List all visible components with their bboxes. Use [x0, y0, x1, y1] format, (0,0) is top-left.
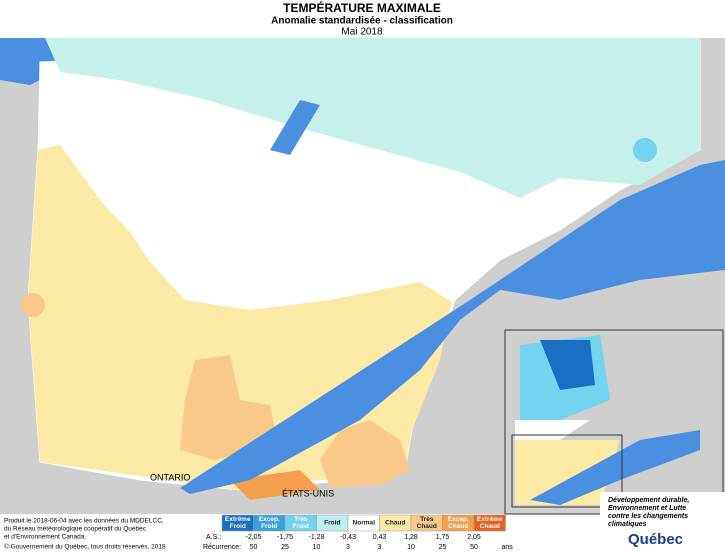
logo-line: contre les changements: [608, 513, 688, 520]
legend-recurrence: 50: [470, 544, 478, 551]
title: TEMPÉRATURE MAXIMALE: [283, 0, 441, 15]
logo: Développement durable,Environnement et L…: [600, 492, 725, 552]
legend-recurrence: 10: [313, 544, 321, 551]
legend-unit: ans: [502, 544, 514, 551]
legend-class: Excep.: [259, 516, 280, 523]
legend-class: Chaud: [417, 523, 437, 530]
logo-line: Environnement et Lutte: [608, 505, 686, 512]
logo-name: Québec: [628, 531, 683, 548]
date: Mai 2018: [341, 27, 383, 38]
legend-recurrence: 25: [281, 544, 289, 551]
legend-recurrence: 3: [378, 544, 382, 551]
legend-class: Normal: [353, 520, 376, 527]
legend-swatch: [473, 514, 506, 532]
legend-threshold: -2,05: [246, 534, 262, 541]
zone-tres-chaud: [180, 355, 275, 460]
legend-class: Extrême: [477, 516, 503, 523]
subtitle: Anomalie standardisée - classification: [271, 16, 453, 27]
legend-class: Chaud: [480, 523, 500, 530]
lake: [270, 100, 320, 155]
inset-map: [504, 329, 724, 515]
legend-class: Froid: [261, 523, 277, 530]
legend-threshold: -0,43: [340, 534, 356, 541]
legend-class: Excep.: [448, 516, 469, 523]
copyright: © Gouvernement du Québec, tous droits ré…: [4, 543, 166, 551]
legend-class: Très: [294, 516, 308, 523]
credit-line: Produit le 2018-06-04 avec les données d…: [4, 518, 164, 525]
legend-recurrence: 3: [346, 544, 350, 551]
legend-recurrence: 25: [439, 544, 447, 551]
lake: [633, 138, 657, 162]
legend-class: Très: [420, 516, 434, 523]
credit-line: du Réseau météorologique coopératif du Q…: [4, 526, 147, 533]
logo-bg: [600, 492, 725, 552]
legend-threshold: 1,28: [404, 534, 418, 541]
legend-class: Froid: [293, 523, 309, 530]
footer: Produit le 2018-06-04 avec les données d…: [4, 518, 166, 551]
legend-as-label: A.S.:: [206, 534, 221, 541]
legend-threshold: 1,75: [436, 534, 450, 541]
legend-threshold: -1,75: [277, 534, 293, 541]
legend-recurrence-label: Récurrence:: [203, 544, 241, 551]
st-lawrence: [180, 160, 725, 494]
legend-threshold: 0,43: [373, 534, 387, 541]
legend-class: Froid: [324, 520, 340, 527]
legend-recurrence: 50: [250, 544, 258, 551]
zone-tres-chaud: [320, 420, 410, 488]
zone-tres-chaud: [21, 293, 45, 317]
land-south: [500, 270, 725, 330]
legend-class: Chaud: [448, 523, 468, 530]
credit-line: et d'Environnement Canada.: [4, 534, 86, 541]
legend-class: Froid: [230, 523, 246, 530]
legend-recurrence: 10: [407, 544, 415, 551]
logo-line: climatiques: [608, 521, 647, 528]
map: ONTARIO ÉTATS-UNIS: [0, 38, 725, 515]
logo-line: Développement durable,: [608, 497, 689, 504]
map-label: ONTARIO: [150, 472, 190, 482]
legend-class: Extrême: [225, 516, 251, 523]
legend-threshold: -1,28: [309, 534, 325, 541]
map-label: ÉTATS-UNIS: [282, 488, 334, 498]
zone-froid: [45, 38, 700, 198]
legend-threshold: 2,05: [467, 534, 481, 541]
legend-class: Chaud: [385, 520, 405, 527]
